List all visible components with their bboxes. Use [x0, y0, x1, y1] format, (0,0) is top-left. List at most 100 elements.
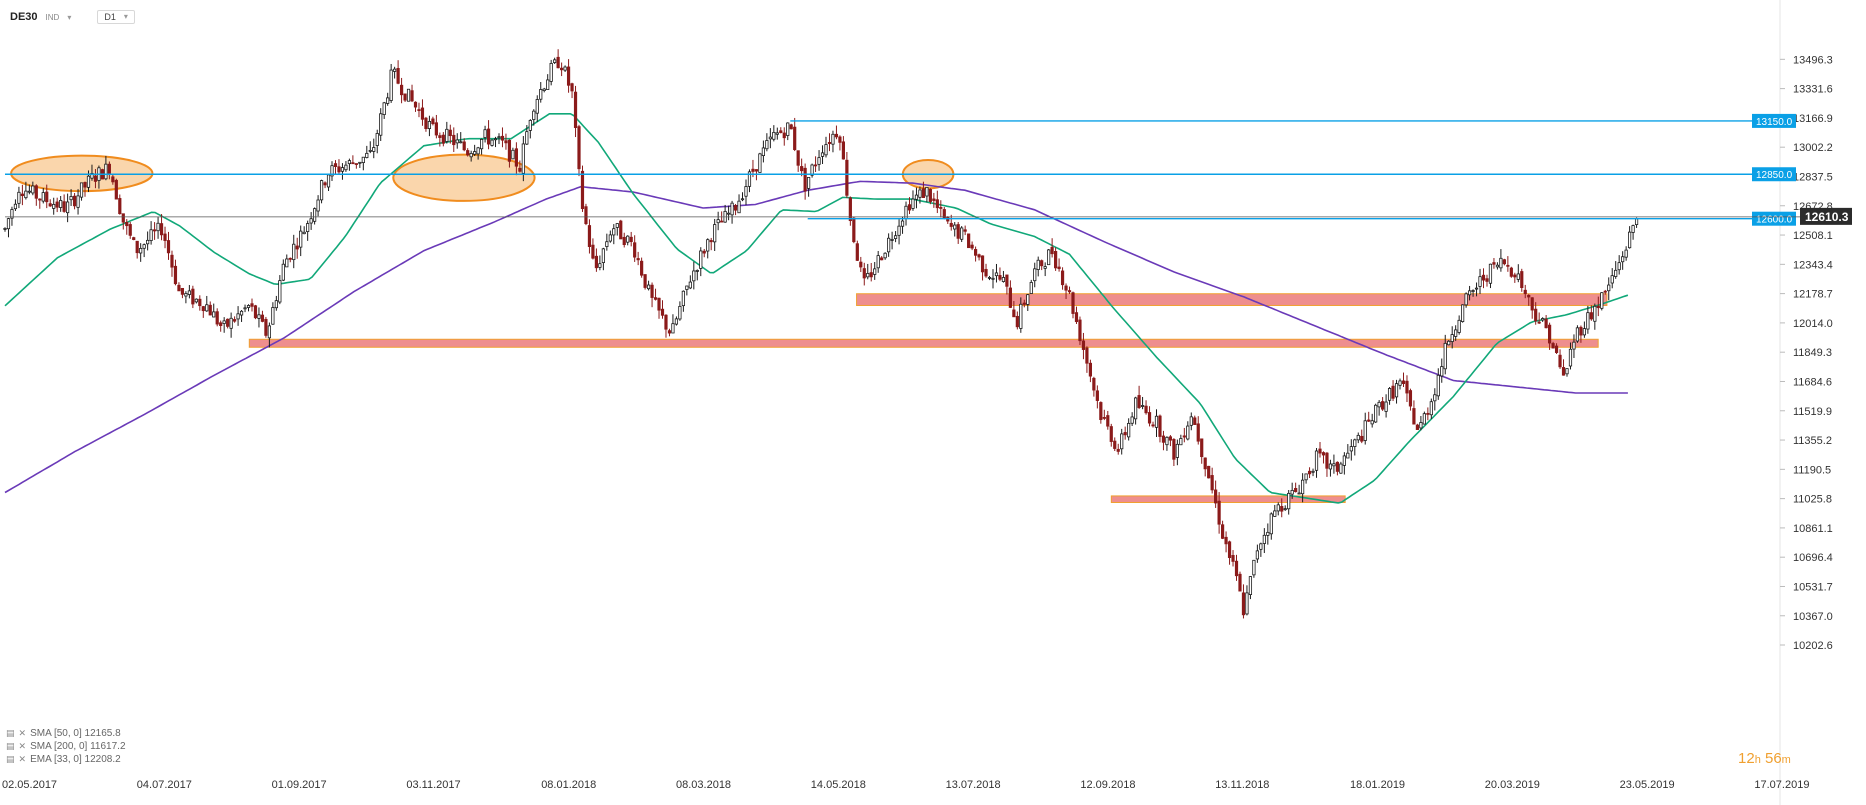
candle-body[interactable]	[1165, 436, 1169, 446]
candle-body[interactable]	[1624, 249, 1628, 258]
candle-body[interactable]	[897, 225, 901, 236]
candle-body[interactable]	[1033, 268, 1037, 282]
candle-body[interactable]	[973, 249, 978, 256]
candle-body[interactable]	[48, 203, 52, 207]
candle-body[interactable]	[302, 231, 306, 235]
candle-body[interactable]	[535, 99, 539, 114]
candle-body[interactable]	[1443, 342, 1447, 370]
remove-icon[interactable]: ✕	[18, 741, 27, 751]
candle-body[interactable]	[681, 290, 685, 307]
candle-body[interactable]	[257, 314, 261, 319]
candle-body[interactable]	[1297, 492, 1301, 495]
candle-body[interactable]	[960, 227, 964, 240]
candle-body[interactable]	[1238, 573, 1242, 592]
candle-body[interactable]	[340, 167, 345, 172]
candle-body[interactable]	[1561, 367, 1566, 376]
candle-body[interactable]	[125, 221, 129, 227]
candle-body[interactable]	[1408, 390, 1413, 407]
candle-body[interactable]	[953, 224, 957, 230]
candle-body[interactable]	[107, 163, 111, 175]
candle-body[interactable]	[1130, 416, 1134, 424]
candle-body[interactable]	[1116, 448, 1120, 452]
candle-body[interactable]	[956, 224, 960, 239]
candle-body[interactable]	[1151, 424, 1155, 427]
candle-body[interactable]	[212, 311, 216, 318]
candle-body[interactable]	[1499, 257, 1503, 269]
candle-body[interactable]	[1321, 452, 1326, 456]
candle-body[interactable]	[887, 237, 891, 253]
candle-body[interactable]	[1168, 436, 1173, 441]
candle-body[interactable]	[1527, 294, 1531, 298]
candle-body[interactable]	[473, 151, 477, 155]
candle-body[interactable]	[761, 147, 765, 157]
candle-body[interactable]	[104, 163, 108, 180]
candle-body[interactable]	[420, 107, 425, 120]
candle-body[interactable]	[1558, 354, 1562, 368]
candle-body[interactable]	[239, 310, 244, 316]
candle-body[interactable]	[1259, 543, 1263, 550]
candle-body[interactable]	[295, 245, 299, 250]
candle-body[interactable]	[135, 240, 139, 254]
candle-body[interactable]	[827, 141, 832, 145]
candle-body[interactable]	[1429, 401, 1433, 416]
candle-body[interactable]	[79, 182, 84, 198]
candle-body[interactable]	[427, 121, 432, 129]
candle-body[interactable]	[507, 139, 512, 162]
candle-body[interactable]	[751, 168, 755, 172]
candle-body[interactable]	[1349, 446, 1353, 452]
candle-body[interactable]	[1248, 576, 1253, 595]
candle-body[interactable]	[76, 195, 80, 208]
candle-body[interactable]	[1273, 510, 1277, 517]
candle-body[interactable]	[580, 170, 585, 210]
candle-body[interactable]	[1422, 413, 1426, 425]
candle-body[interactable]	[622, 236, 626, 246]
candle-body[interactable]	[643, 274, 647, 288]
candle-body[interactable]	[1492, 262, 1496, 265]
candle-body[interactable]	[820, 152, 825, 157]
candle-body[interactable]	[1241, 592, 1246, 616]
candle-body[interactable]	[1495, 264, 1500, 268]
candle-body[interactable]	[1568, 348, 1573, 367]
candle-body[interactable]	[713, 224, 717, 243]
candle-body[interactable]	[1419, 422, 1423, 429]
candle-body[interactable]	[1182, 435, 1186, 438]
candle-body[interactable]	[560, 67, 564, 71]
candle-body[interactable]	[1005, 274, 1009, 287]
candle-body[interactable]	[1506, 264, 1510, 267]
candle-body[interactable]	[528, 120, 532, 131]
candle-body[interactable]	[619, 220, 623, 240]
candle-body[interactable]	[1224, 536, 1228, 545]
candle-body[interactable]	[1120, 433, 1124, 450]
candle-body[interactable]	[855, 243, 859, 261]
candle-body[interactable]	[1356, 434, 1360, 441]
candle-body[interactable]	[406, 88, 411, 102]
candle-body[interactable]	[695, 270, 699, 272]
candle-body[interactable]	[671, 323, 675, 334]
candle-body[interactable]	[775, 132, 779, 135]
candle-body[interactable]	[626, 235, 630, 243]
candle-body[interactable]	[1012, 309, 1016, 318]
candle-body[interactable]	[967, 233, 971, 249]
candle-body[interactable]	[1582, 328, 1586, 336]
candle-body[interactable]	[1415, 424, 1420, 430]
candle-body[interactable]	[1318, 448, 1322, 454]
candle-body[interactable]	[970, 244, 974, 249]
candle-body[interactable]	[1548, 324, 1552, 344]
candle-body[interactable]	[1008, 287, 1012, 308]
candle-body[interactable]	[598, 263, 602, 268]
candle-body[interactable]	[1332, 463, 1336, 467]
candle-body[interactable]	[149, 229, 153, 241]
candle-body[interactable]	[824, 144, 828, 156]
candle-body[interactable]	[1464, 293, 1468, 306]
candle-body[interactable]	[709, 240, 713, 243]
timeframe-select[interactable]: D1 ▾	[97, 10, 135, 24]
symbol-dropdown-chevron-down-icon[interactable]: ▾	[67, 12, 72, 22]
candle-body[interactable]	[911, 198, 915, 209]
candle-body[interactable]	[271, 307, 275, 325]
candle-body[interactable]	[1060, 270, 1065, 286]
candle-body[interactable]	[1471, 290, 1475, 292]
candle-body[interactable]	[591, 244, 595, 259]
candle-body[interactable]	[594, 255, 599, 269]
candle-body[interactable]	[1534, 308, 1538, 322]
